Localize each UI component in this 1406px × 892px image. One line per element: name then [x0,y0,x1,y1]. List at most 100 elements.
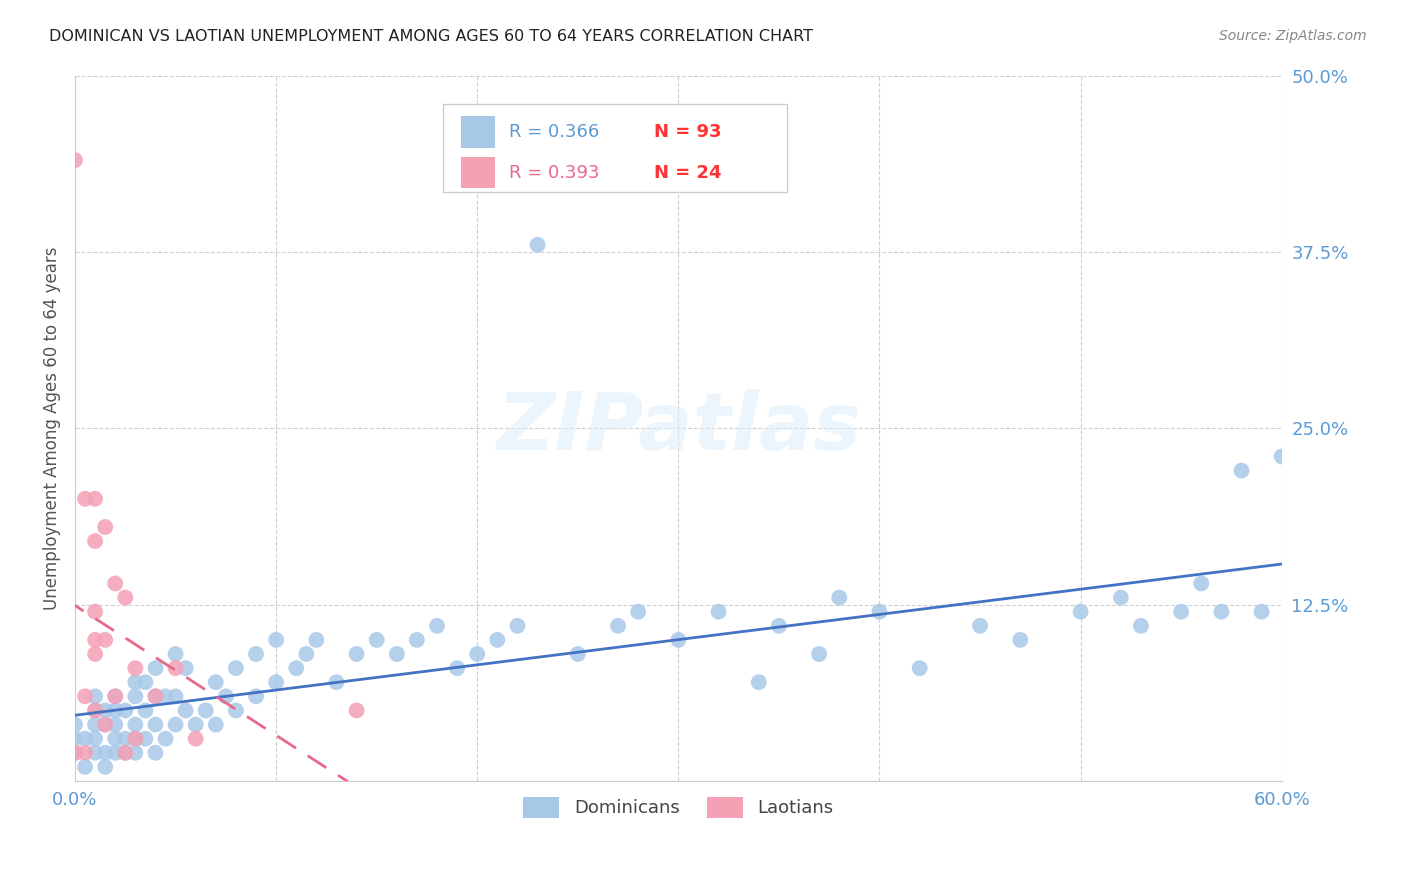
Point [124,731,146,746]
Point [465,647,488,661]
Point [264,675,287,690]
Point [104,576,127,591]
Point [969,619,991,633]
Point [124,690,146,704]
Point [84,534,107,549]
Point [174,661,197,675]
Point [666,632,689,647]
Point [385,647,408,661]
Point [869,605,891,619]
Point [908,661,931,675]
Point [75,746,97,760]
Point [104,731,127,746]
Point [406,632,429,647]
Point [748,675,770,690]
Point [225,661,247,675]
Point [1170,605,1192,619]
Point [1070,605,1092,619]
Point [94,703,117,717]
Point [124,746,146,760]
Point [63,746,86,760]
Text: N = 24: N = 24 [654,163,721,182]
Text: R = 0.393: R = 0.393 [509,163,600,182]
Point [94,717,117,731]
Bar [461,116,495,148]
Point [285,661,308,675]
Point [305,632,328,647]
Point [768,619,790,633]
Point [174,703,197,717]
Point [1331,619,1354,633]
Point [134,675,156,690]
Point [1211,605,1233,619]
Point [446,661,468,675]
Point [75,731,97,746]
Point [134,703,156,717]
Point [366,632,388,647]
Point [124,675,146,690]
Point [828,591,851,605]
Point [1230,464,1253,478]
Point [63,731,86,746]
Point [104,690,127,704]
Point [114,731,136,746]
Point [155,731,177,746]
Point [1109,591,1132,605]
Point [84,731,107,746]
Point [707,605,730,619]
Point [506,619,529,633]
Point [145,717,167,731]
Point [155,690,177,704]
Point [165,661,187,675]
Point [165,690,187,704]
Point [63,153,86,168]
Point [325,675,347,690]
Point [607,619,630,633]
Y-axis label: Unemployment Among Ages 60 to 64 years: Unemployment Among Ages 60 to 64 years [44,246,60,610]
Point [84,703,107,717]
Point [184,717,207,731]
Point [94,520,117,534]
Point [84,717,107,731]
Point [114,703,136,717]
Point [94,717,117,731]
Text: R = 0.366: R = 0.366 [509,123,600,141]
Text: DOMINICAN VS LAOTIAN UNEMPLOYMENT AMONG AGES 60 TO 64 YEARS CORRELATION CHART: DOMINICAN VS LAOTIAN UNEMPLOYMENT AMONG … [49,29,813,45]
Point [124,731,146,746]
Point [184,731,207,746]
Point [346,647,368,661]
Point [165,647,187,661]
Point [145,661,167,675]
Point [1189,576,1212,591]
Point [1250,605,1272,619]
Point [75,690,97,704]
FancyBboxPatch shape [443,103,787,192]
Point [346,703,368,717]
Point [114,746,136,760]
Point [145,746,167,760]
Point [94,632,117,647]
Point [75,491,97,506]
Point [104,690,127,704]
Point [204,675,226,690]
Point [84,632,107,647]
Point [808,647,831,661]
Point [1129,619,1152,633]
Point [194,703,217,717]
Point [84,703,107,717]
Point [84,491,107,506]
Point [1310,605,1333,619]
Point [114,746,136,760]
Point [165,717,187,731]
Point [627,605,650,619]
Point [84,605,107,619]
Point [134,731,156,746]
Point [245,690,267,704]
Point [84,690,107,704]
Point [264,632,287,647]
Point [426,619,449,633]
Text: Source: ZipAtlas.com: Source: ZipAtlas.com [1219,29,1367,44]
Point [486,632,509,647]
Point [63,746,86,760]
Legend: Dominicans, Laotians: Dominicans, Laotians [516,789,841,825]
